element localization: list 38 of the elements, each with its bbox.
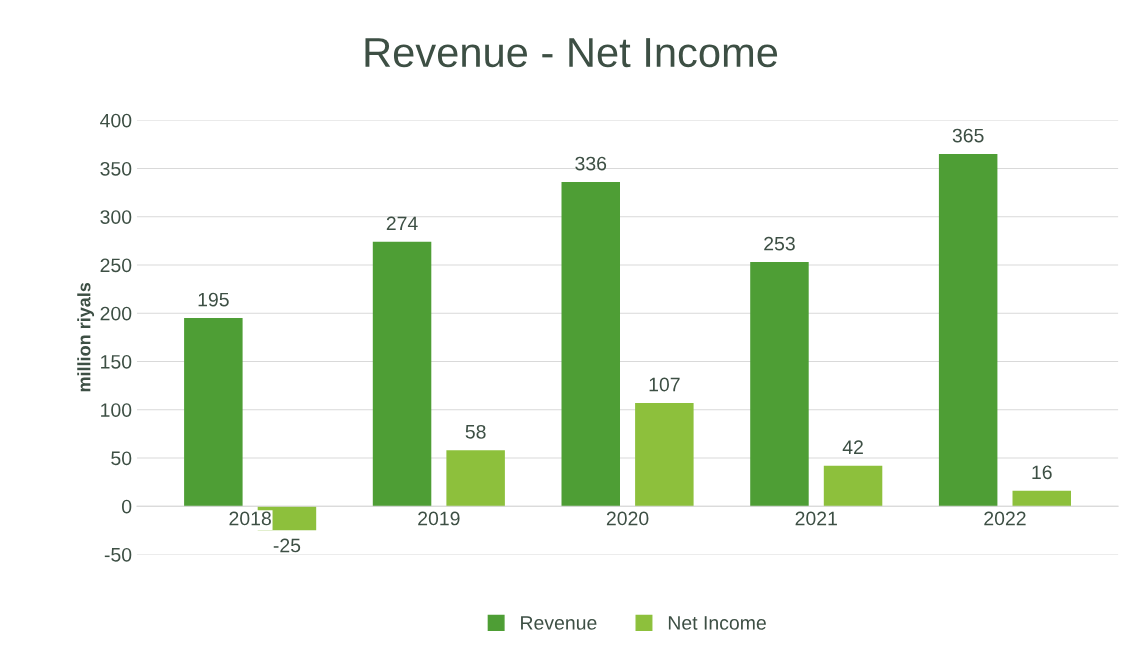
y-tick-label: -50: [104, 547, 132, 562]
data-label: 42: [842, 440, 863, 454]
data-label: 195: [198, 292, 229, 307]
x-tick-label: 2018: [229, 511, 271, 526]
data-label: 16: [1032, 465, 1052, 480]
data-label: 253: [764, 236, 795, 251]
bar: [938, 154, 998, 507]
bar: [635, 402, 694, 507]
y-tick-label: 0: [122, 499, 132, 514]
data-label: 107: [649, 377, 680, 392]
chart-title: Revenue - Net Income: [365, 38, 778, 68]
legend-label: Revenue: [521, 616, 597, 630]
data-label: 365: [952, 128, 984, 143]
bar: [823, 465, 883, 507]
x-tick-label: 2021: [795, 511, 837, 526]
bar: [446, 450, 505, 507]
bar: [372, 241, 432, 507]
legend-label: Net Income: [668, 616, 766, 630]
bar: [561, 181, 620, 507]
y-tick-label: 150: [101, 354, 132, 369]
y-tick-label: 300: [100, 210, 132, 224]
y-tick-label: 200: [100, 306, 132, 321]
y-tick-label: 100: [101, 403, 132, 417]
bar: [750, 262, 809, 507]
y-tick-label: 400: [100, 113, 132, 128]
data-label: 336: [575, 156, 607, 171]
y-tick-label: 250: [100, 258, 132, 273]
data-label: 274: [386, 216, 418, 231]
bar: [1012, 490, 1071, 507]
data-label: 58: [465, 424, 486, 439]
x-tick-label: 2020: [606, 511, 649, 526]
y-axis-title: million riyals: [77, 282, 95, 392]
x-tick-label: 2022: [984, 511, 1026, 526]
y-tick-label: 350: [100, 161, 132, 176]
bar: [184, 318, 243, 507]
x-tick-label: 2019: [418, 511, 460, 526]
data-label: -25: [273, 538, 301, 553]
y-tick-label: 50: [111, 451, 132, 466]
